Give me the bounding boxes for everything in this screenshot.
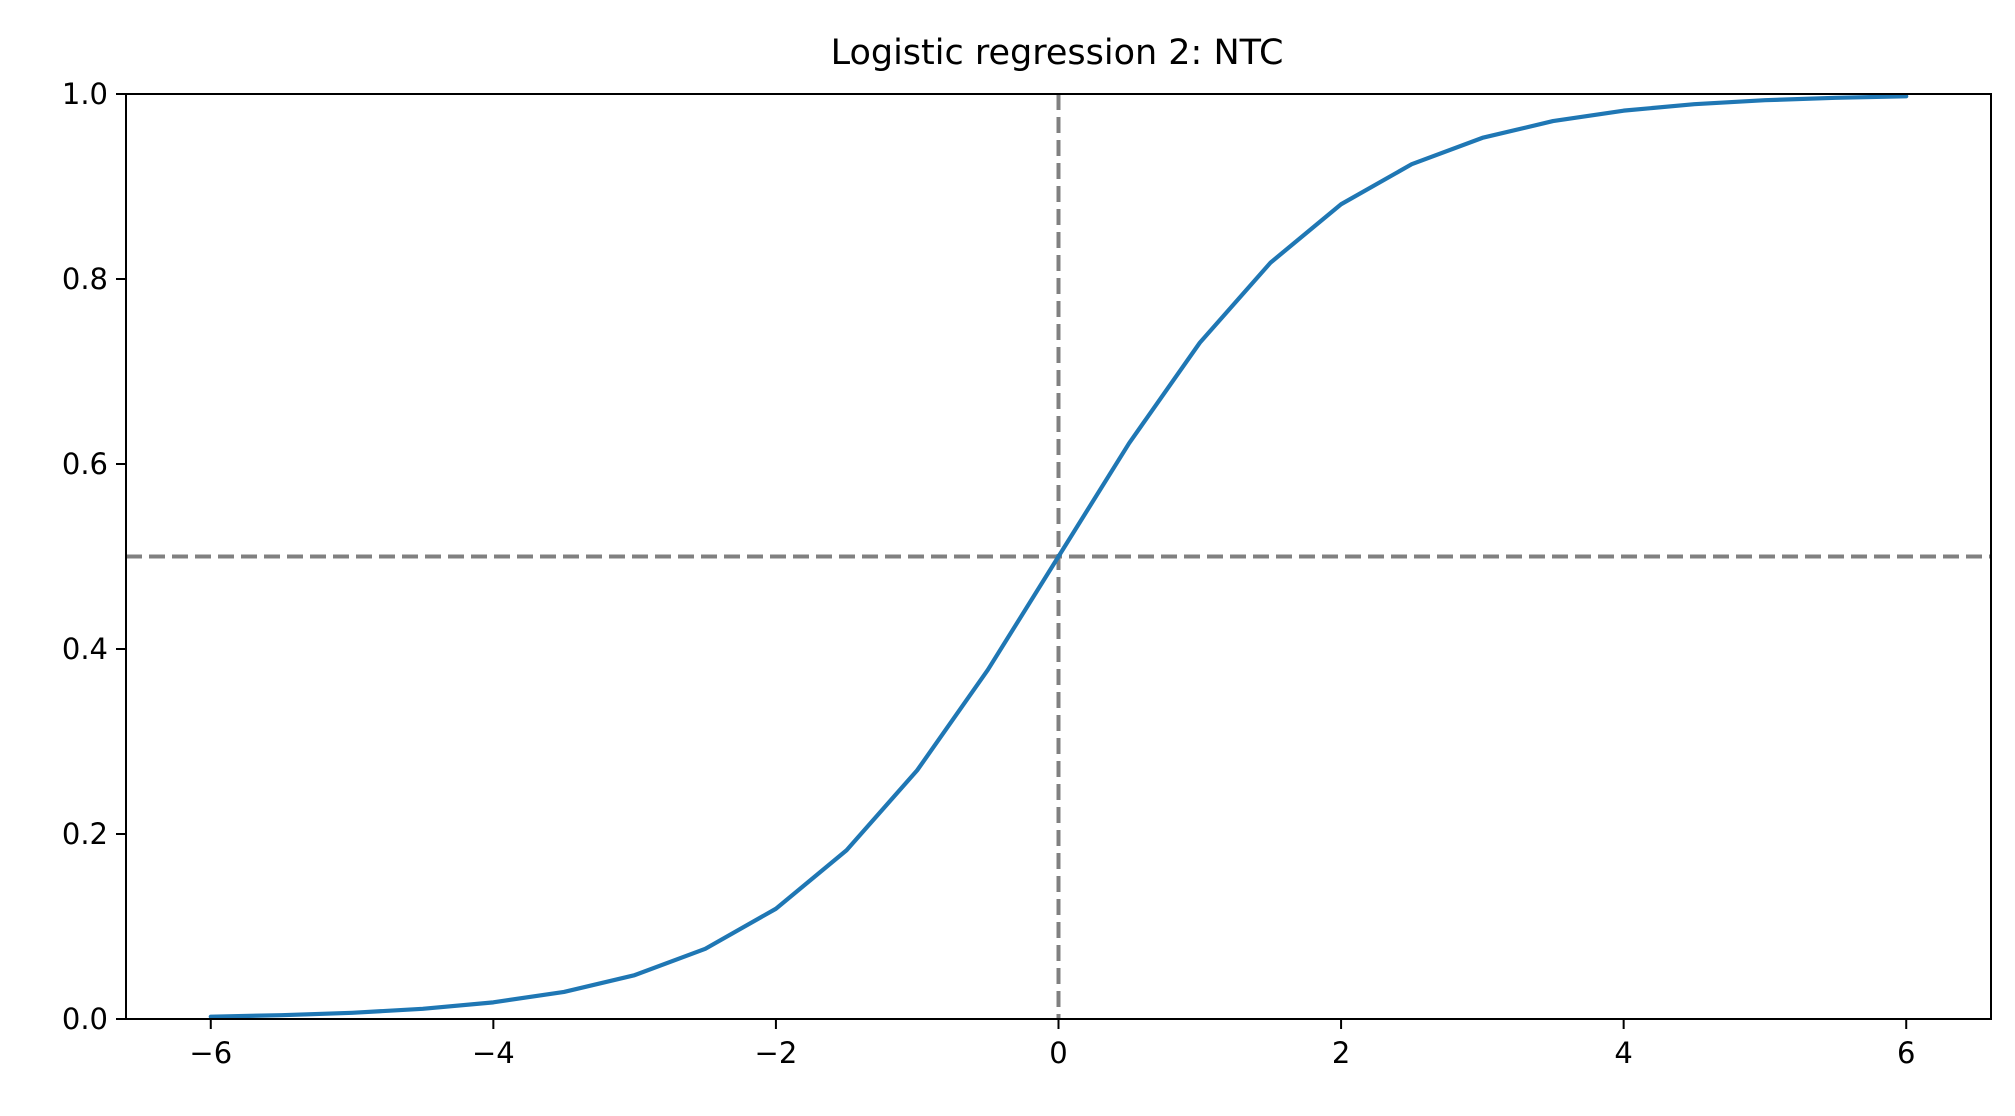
series-line	[208, 94, 1909, 1019]
plot-area: −6 −4 −2 0 2 4 6 0.0 0.2 0.4 0.6 0.8 1.0	[62, 77, 1992, 1070]
y-tick-label: 0.4	[62, 632, 108, 666]
x-tick-label: −6	[189, 1036, 232, 1070]
x-tick-label: −2	[755, 1036, 798, 1070]
x-tick-label: 4	[1614, 1036, 1632, 1070]
y-tick-label: 0.8	[62, 262, 108, 296]
y-tick-label: 1.0	[62, 77, 108, 111]
x-tick-label: −4	[472, 1036, 515, 1070]
x-tick-label: 2	[1332, 1036, 1350, 1070]
y-tick-label: 0.6	[62, 447, 108, 481]
chart-title: Logistic regression 2: NTC	[831, 33, 1284, 73]
x-tick-label: 0	[1049, 1036, 1067, 1070]
x-tick-label: 6	[1897, 1036, 1915, 1070]
y-tick-label: 0.2	[62, 817, 108, 851]
y-tick-label: 0.0	[62, 1002, 108, 1036]
